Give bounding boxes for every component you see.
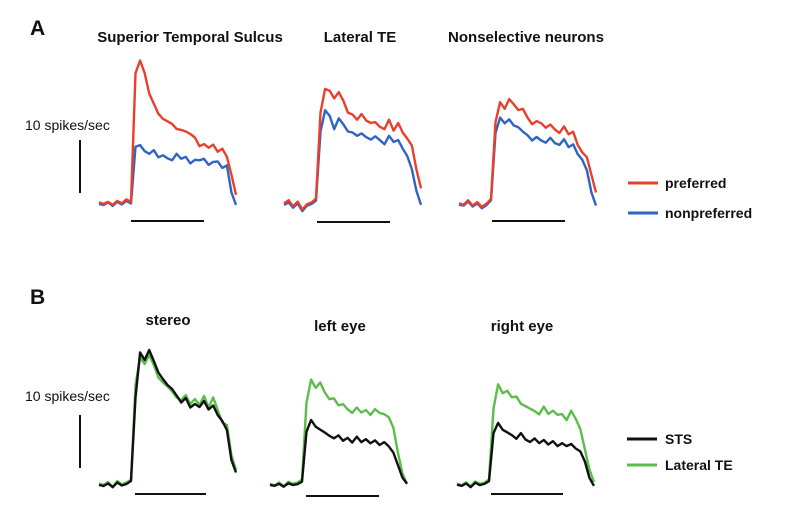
plot-right-eye xyxy=(456,383,596,489)
legend-label-preferred: preferred xyxy=(665,175,726,191)
plot-nonselective-neurons xyxy=(458,97,598,210)
trace-sts xyxy=(456,421,596,489)
title-left-eye: left eye xyxy=(314,318,366,335)
plot-stereo xyxy=(98,348,238,489)
legend-label-sts: STS xyxy=(665,431,692,447)
trace-sts xyxy=(269,418,408,488)
trace-preferred xyxy=(98,59,238,207)
legend-label-nonpreferred: nonpreferred xyxy=(665,205,752,221)
legend-a: preferred nonpreferred xyxy=(628,175,752,221)
plot-superior-temporal-sulcus xyxy=(98,59,238,208)
trace-nonpreferred xyxy=(98,143,238,208)
title-nonselective-neurons: Nonselective neurons xyxy=(448,29,604,46)
scale-label-a: 10 spikes/sec xyxy=(25,117,110,133)
title-stereo: stereo xyxy=(145,312,190,329)
panel-b-letter: B xyxy=(30,286,45,309)
title-right-eye: right eye xyxy=(491,318,554,335)
trace-nonpreferred xyxy=(458,116,598,210)
legend-b: STS Lateral TE xyxy=(627,431,733,473)
title-superior-temporal-sulcus: Superior Temporal Sulcus xyxy=(97,29,283,46)
trace-preferred xyxy=(458,97,598,209)
trace-preferred xyxy=(283,87,423,211)
trace-lateral-te xyxy=(269,378,409,488)
trace-lateral-te xyxy=(98,353,238,489)
plot-lateral-te xyxy=(283,87,423,213)
scale-label-b: 10 spikes/sec xyxy=(25,388,110,404)
legend-label-lateral-te: Lateral TE xyxy=(665,457,733,473)
trace-lateral-te xyxy=(456,383,596,488)
panel-a-letter: A xyxy=(30,17,45,40)
title-lateral-te: Lateral TE xyxy=(324,29,397,46)
plot-left-eye xyxy=(269,378,409,488)
trace-sts xyxy=(98,348,238,489)
